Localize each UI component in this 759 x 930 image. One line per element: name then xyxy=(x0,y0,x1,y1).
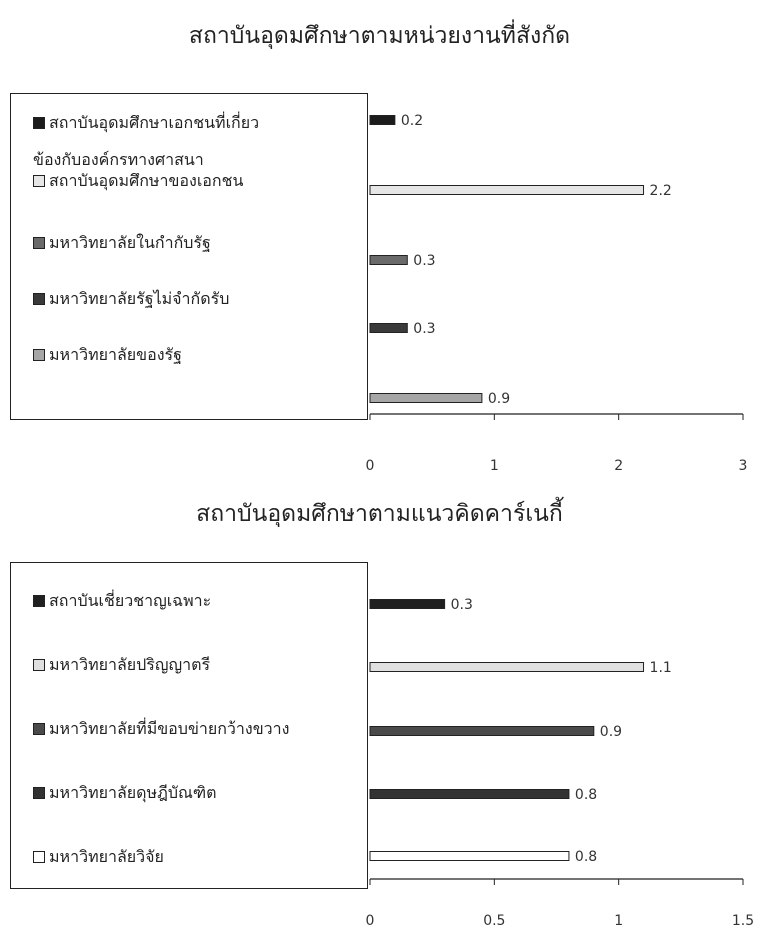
chart2-data-label: 0.8 xyxy=(575,787,597,803)
chart1-legend-label: มหาวิทยาลัยรัฐไม่จำกัดรับ xyxy=(49,289,230,308)
chart1-bar xyxy=(369,185,645,195)
chart1-data-label: 2.2 xyxy=(650,183,672,199)
chart2-tick-label: 1 xyxy=(614,913,623,929)
chart1-data-label: 0.3 xyxy=(413,253,435,269)
chart1-legend-item: สถาบันอุดมศึกษาเอกชนที่เกี่ยว xyxy=(33,113,259,132)
chart2-legend-swatch xyxy=(33,851,45,863)
chart2-title: สถาบันอุดมศึกษาตามแนวคิดคาร์เนกี้ xyxy=(196,501,563,527)
chart1-legend-swatch xyxy=(33,117,45,129)
chart1-bar xyxy=(369,115,396,125)
chart2-legend-item: มหาวิทยาลัยปริญญาตรี xyxy=(33,655,210,674)
chart2-legend-label: มหาวิทยาลัยดุษฎีบัณฑิต xyxy=(49,783,217,802)
chart1-tick-label: 1 xyxy=(490,458,499,474)
chart2-bar xyxy=(369,851,570,861)
chart1-legend-label: สถาบันอุดมศึกษาของเอกชน xyxy=(49,171,244,190)
chart2-legend-label: มหาวิทยาลัยปริญญาตรี xyxy=(49,655,211,674)
chart1-data-label: 0.9 xyxy=(488,391,510,407)
chart1-legend-swatch xyxy=(33,237,45,249)
chart2-legend-item: มหาวิทยาลัยที่มีขอบข่ายกว้างขวาง xyxy=(33,719,289,738)
chart2-data-label: 0.9 xyxy=(600,724,622,740)
chart1-legend-swatch xyxy=(33,293,45,305)
chart2-legend-swatch xyxy=(33,723,45,735)
chart1-data-label: 0.2 xyxy=(401,113,423,129)
chart2-tick-label: 0.5 xyxy=(483,913,505,929)
chart2-legend-swatch xyxy=(33,659,45,671)
chart1-legend-item: มหาวิทยาลัยของรัฐ xyxy=(33,345,182,364)
chart1-tick-label: 0 xyxy=(366,458,375,474)
chart2-data-label: 0.3 xyxy=(451,597,473,613)
chart2-bar xyxy=(369,726,595,736)
chart2-bar xyxy=(369,599,446,609)
chart1-data-label: 0.3 xyxy=(413,321,435,337)
chart2-bar xyxy=(369,662,645,672)
chart1-tick-label: 3 xyxy=(739,458,748,474)
chart2-legend-item: สถาบันเชี่ยวชาญเฉพาะ xyxy=(33,591,211,610)
chart2-legend: สถาบันเชี่ยวชาญเฉพาะมหาวิทยาลัยปริญญาตรี… xyxy=(10,562,368,889)
chart1-legend-label: มหาวิทยาลัยของรัฐ xyxy=(49,345,182,364)
chart2-legend-label: มหาวิทยาลัยที่มีขอบข่ายกว้างขวาง xyxy=(49,719,290,738)
chart1-legend-item: ข้องกับองค์กรทางศาสนา xyxy=(33,150,204,169)
chart2-legend-item: มหาวิทยาลัยดุษฎีบัณฑิต xyxy=(33,783,217,802)
chart1-legend-swatch xyxy=(33,175,45,187)
chart1-tick-label: 2 xyxy=(614,458,623,474)
chart2-legend-swatch xyxy=(33,787,45,799)
chart2-tick-label: 0 xyxy=(366,913,375,929)
chart2-legend-item: มหาวิทยาลัยวิจัย xyxy=(33,847,164,866)
chart2-data-label: 1.1 xyxy=(650,660,672,676)
chart1-title: สถาบันอุดมศึกษาตามหน่วยงานที่สังกัด xyxy=(188,23,571,49)
chart1-legend-label: มหาวิทยาลัยในกำกับรัฐ xyxy=(49,233,211,252)
chart2-data-label: 0.8 xyxy=(575,849,597,865)
chart2-legend-swatch xyxy=(33,595,45,607)
chart2-legend-label: มหาวิทยาลัยวิจัย xyxy=(49,847,164,866)
chart1-legend-swatch xyxy=(33,349,45,361)
chart2-legend-label: สถาบันเชี่ยวชาญเฉพาะ xyxy=(49,591,212,610)
chart1-bar xyxy=(369,255,408,265)
chart1-bar xyxy=(369,323,408,333)
chart1-legend-label: ข้องกับองค์กรทางศาสนา xyxy=(33,150,204,169)
chart2-tick-label: 1.5 xyxy=(732,913,754,929)
chart1-legend: สถาบันอุดมศึกษาเอกชนที่เกี่ยวข้องกับองค์… xyxy=(10,93,368,420)
chart1-bar xyxy=(369,393,483,403)
chart2-bar xyxy=(369,789,570,799)
chart1-legend-item: สถาบันอุดมศึกษาของเอกชน xyxy=(33,171,243,190)
chart1-legend-item: มหาวิทยาลัยในกำกับรัฐ xyxy=(33,233,211,252)
chart1-legend-item: มหาวิทยาลัยรัฐไม่จำกัดรับ xyxy=(33,289,229,308)
chart1-legend-label: สถาบันอุดมศึกษาเอกชนที่เกี่ยว xyxy=(49,113,260,132)
